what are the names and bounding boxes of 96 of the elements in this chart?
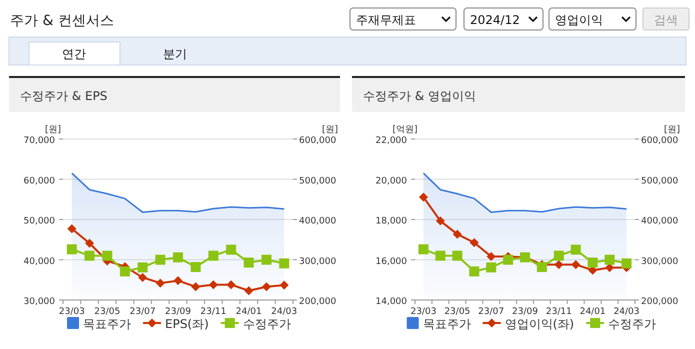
y-tick-label: 40,000 xyxy=(24,256,56,267)
point xyxy=(226,280,236,290)
x-tick-label: 23/05 xyxy=(94,307,120,317)
x-tick-label: 24/01 xyxy=(580,307,606,317)
y-tick-label: 14,000 xyxy=(376,297,408,307)
x-tick-label: 24/03 xyxy=(271,307,298,317)
legend-label: 수정주가 xyxy=(608,317,656,331)
y2-tick-label: 600,000 xyxy=(299,136,336,146)
point xyxy=(208,250,218,261)
point xyxy=(418,244,428,254)
legend-label: 목표주가 xyxy=(422,317,471,331)
point xyxy=(208,280,218,290)
point xyxy=(138,262,148,272)
point xyxy=(470,238,479,248)
y2-tick-label: 200,000 xyxy=(299,297,336,307)
point xyxy=(191,282,200,292)
point xyxy=(503,254,514,265)
y-axis-title: [원] xyxy=(44,125,62,135)
x-tick-label: 24/01 xyxy=(236,307,262,317)
y2-tick-label: 400,000 xyxy=(299,216,336,226)
point xyxy=(85,238,94,248)
y2-axis-title: [원] xyxy=(664,125,680,135)
point xyxy=(84,250,95,261)
point xyxy=(622,258,632,268)
point xyxy=(66,244,77,254)
point xyxy=(436,216,445,226)
y2-tick-label: 300,000 xyxy=(641,256,678,267)
y2-tick-label: 300,000 xyxy=(299,256,336,267)
x-tick-label: 23/09 xyxy=(512,307,538,317)
x-tick-label: 23/07 xyxy=(478,307,504,317)
point xyxy=(452,230,462,239)
point xyxy=(554,260,564,270)
y-tick-label: 60,000 xyxy=(24,176,56,186)
point xyxy=(67,224,76,234)
legend-label: 영업이익(좌) xyxy=(504,317,574,331)
y-tick-label: 20,000 xyxy=(376,176,408,186)
x-tick-label: 23/09 xyxy=(165,307,192,317)
y2-tick-label: 200,000 xyxy=(641,297,678,307)
x-tick-label: 24/03 xyxy=(614,307,640,317)
legend-label: 수정주가 xyxy=(242,317,291,331)
text: 연간 xyxy=(62,47,86,61)
point xyxy=(418,192,428,202)
x-tick-label: 23/07 xyxy=(130,307,156,317)
text: 2024/12 xyxy=(470,13,520,27)
point xyxy=(261,254,272,265)
point xyxy=(486,262,496,272)
point xyxy=(174,276,182,286)
y2-axis-title: [원] xyxy=(322,125,338,135)
point xyxy=(486,252,496,262)
point xyxy=(102,250,112,261)
x-tick-label: 23/11 xyxy=(546,307,572,317)
y-tick-label: 22,000 xyxy=(376,136,408,146)
point xyxy=(173,252,183,262)
point xyxy=(571,260,580,270)
text: 검색 xyxy=(654,13,678,27)
point xyxy=(554,250,564,261)
x-tick-label: 23/03 xyxy=(410,307,436,317)
x-tick-label: 23/05 xyxy=(444,307,470,317)
point xyxy=(570,244,581,255)
point xyxy=(156,278,165,288)
legend-label: EPS(좌) xyxy=(165,317,209,331)
point xyxy=(604,254,615,265)
point xyxy=(226,244,236,255)
chart-title: 수정주가 & 영업이익 xyxy=(363,89,476,103)
point xyxy=(244,258,254,268)
point xyxy=(452,250,462,261)
y-tick-label: 50,000 xyxy=(24,216,56,226)
point xyxy=(138,272,148,282)
point xyxy=(469,266,480,276)
y-tick-label: 18,000 xyxy=(376,216,408,226)
text: 주재무제표 xyxy=(356,13,416,27)
legend-label: 목표주가 xyxy=(83,317,131,331)
chart-title: 수정주가 & EPS xyxy=(20,89,108,103)
point xyxy=(262,282,271,292)
text: 주가 & 컨센서스 xyxy=(10,13,114,29)
point xyxy=(190,262,201,272)
y-axis-title: [억원] xyxy=(392,125,418,135)
point xyxy=(120,266,130,276)
y-tick-label: 16,000 xyxy=(376,256,408,267)
point xyxy=(588,258,598,268)
point xyxy=(536,262,547,272)
x-tick-label: 23/03 xyxy=(58,307,85,317)
point xyxy=(435,250,446,261)
y2-tick-label: 400,000 xyxy=(641,216,678,226)
y2-tick-label: 500,000 xyxy=(299,176,336,186)
x-tick-label: 23/11 xyxy=(200,307,226,317)
point xyxy=(244,286,254,296)
text: 분기 xyxy=(163,47,187,61)
y-tick-label: 70,000 xyxy=(24,136,56,146)
y2-tick-label: 600,000 xyxy=(641,136,678,146)
point xyxy=(280,280,289,290)
y-tick-label: 30,000 xyxy=(24,297,56,307)
y2-tick-label: 500,000 xyxy=(641,176,678,186)
point xyxy=(279,258,290,268)
point xyxy=(155,254,166,265)
text: 영업이익 xyxy=(555,13,603,27)
